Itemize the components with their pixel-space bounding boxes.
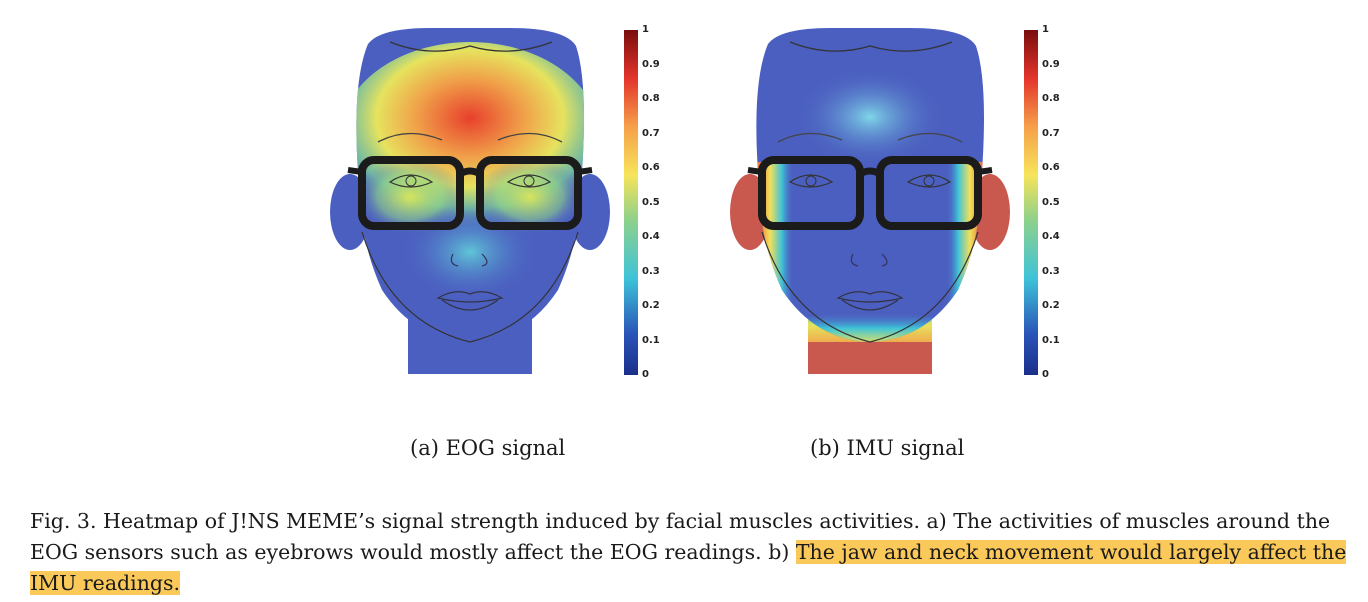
colorbar-tick-label: 1 [642,24,649,35]
colorbar-tick-label: 1 [1042,24,1049,35]
colorbar-tick-label: 0.6 [1042,162,1060,173]
caption-text: Fig. 3. Heatmap of J!NS MEME’s signal st… [30,509,1331,564]
imu-heatmap-face-image [730,28,1010,374]
subcaption-imu: (b) IMU signal [810,436,965,460]
colorbar-gradient [624,30,638,375]
colorbar-tick-label: 0.7 [1042,127,1060,139]
colorbar [624,30,644,375]
colorbar-tick-label: 0.5 [642,196,660,208]
colorbar-tick-label: 0.3 [642,265,660,277]
figure-panel-imu: 1 0.9 0.8 0.7 0.6 0.5 0.4 0.3 0.2 0.1 0 [720,22,1120,382]
colorbar-tick-label: 0.7 [642,127,660,139]
colorbar-tick-label: 0 [1042,369,1049,380]
colorbar-tick-label: 0.1 [642,334,660,346]
figure-panel-eog: 1 0.9 0.8 0.7 0.6 0.5 0.4 0.3 0.2 0.1 0 [320,22,720,382]
colorbar-tick-label: 0.6 [642,162,660,173]
colorbar-tick-label: 0.2 [642,300,660,311]
colorbar-tick-label: 0.5 [1042,196,1060,208]
figure-caption: Fig. 3. Heatmap of J!NS MEME’s signal st… [30,506,1350,599]
colorbar-tick-label: 0.3 [1042,265,1060,277]
colorbar-tick-label: 0 [642,369,649,380]
colorbar-tick-label: 0.4 [1042,231,1060,242]
colorbar [1024,30,1044,375]
colorbar-tick-label: 0.8 [1042,93,1060,104]
eog-heatmap-face-image [330,28,610,374]
colorbar-tick-label: 0.4 [642,231,660,242]
colorbar-tick-label: 0.9 [642,58,660,70]
colorbar-tick-label: 0.9 [1042,58,1060,70]
colorbar-tick-label: 0.1 [1042,334,1060,346]
colorbar-gradient [1024,30,1038,375]
colorbar-tick-label: 0.8 [642,93,660,104]
colorbar-tick-label: 0.2 [1042,300,1060,311]
subcaption-eog: (a) EOG signal [410,436,566,460]
